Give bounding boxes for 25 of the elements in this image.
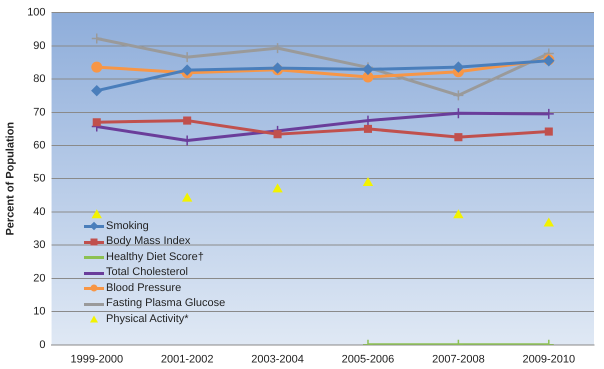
x-tick-label: 1999-2000 (70, 353, 124, 366)
y-tick-label: 10 (33, 306, 46, 318)
x-tick-label: 2005-2006 (342, 353, 394, 366)
y-tick-label: 20 (33, 272, 46, 284)
x-tick-label: 2009-2010 (522, 353, 576, 366)
y-tick-label: 60 (33, 140, 46, 152)
legend-label: Smoking (106, 218, 149, 234)
y-tick-label: 50 (33, 172, 46, 185)
legend-label: Physical Activity* (106, 312, 189, 326)
legend-label: Fasting Plasma Glucose (106, 296, 226, 311)
y-tick-label: 40 (33, 206, 46, 218)
y-tick-label: 30 (33, 239, 46, 252)
x-tick-label: 2001-2002 (160, 353, 214, 366)
y-tick-label: 100 (27, 6, 46, 19)
x-tick-label: 2007-2008 (432, 353, 485, 366)
legend-label: Total Cholesterol (106, 265, 188, 280)
x-tick-label: 2003-2004 (251, 353, 304, 366)
legend-label: Body Mass Index (106, 234, 190, 249)
y-tick-label: 80 (33, 73, 46, 86)
y-tick-label: 70 (33, 106, 46, 118)
y-tick-label: 0 (39, 338, 46, 351)
y-axis-title: Percent of Population (4, 122, 17, 236)
legend-label: Blood Pressure (106, 280, 182, 296)
legend-label: Healthy Diet Score† (106, 250, 204, 264)
y-tick-label: 90 (33, 40, 46, 52)
